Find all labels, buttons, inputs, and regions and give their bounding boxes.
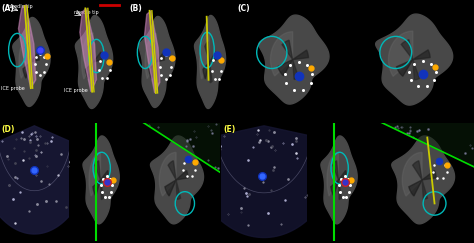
Polygon shape [139,17,175,107]
Polygon shape [151,42,156,62]
Text: needle tip: needle tip [8,4,33,9]
Polygon shape [93,62,97,83]
Polygon shape [75,16,113,108]
Polygon shape [184,126,344,237]
Polygon shape [100,171,109,180]
Polygon shape [200,33,210,79]
Text: needle tip: needle tip [74,9,99,15]
Polygon shape [149,62,156,79]
Polygon shape [409,180,422,196]
Polygon shape [13,17,50,106]
Polygon shape [159,152,176,196]
Polygon shape [210,52,217,62]
Polygon shape [210,62,212,83]
Polygon shape [292,50,309,60]
Polygon shape [82,33,93,79]
Polygon shape [422,180,428,200]
Polygon shape [156,62,159,82]
Polygon shape [80,8,97,92]
Text: (A): (A) [1,4,14,13]
Polygon shape [145,34,156,79]
Polygon shape [392,136,455,224]
Polygon shape [331,180,338,196]
Polygon shape [23,62,31,78]
Polygon shape [168,161,176,180]
Text: (D): (D) [1,125,15,134]
Polygon shape [176,171,188,180]
Polygon shape [141,36,246,182]
Text: (B): (B) [129,4,142,13]
Text: (E): (E) [223,125,235,134]
Polygon shape [18,5,36,88]
Polygon shape [292,60,299,79]
Polygon shape [413,50,430,60]
Polygon shape [321,136,357,224]
Polygon shape [338,180,342,200]
Polygon shape [422,171,436,180]
Polygon shape [95,161,100,180]
Polygon shape [413,161,422,180]
Text: ICE probe: ICE probe [1,86,25,91]
Polygon shape [194,16,226,108]
Polygon shape [25,43,31,62]
Polygon shape [338,171,346,180]
Polygon shape [145,11,160,93]
Polygon shape [379,41,474,176]
Polygon shape [165,180,176,196]
Polygon shape [401,40,413,60]
Polygon shape [31,62,34,82]
Polygon shape [413,60,419,80]
Polygon shape [259,15,329,104]
Polygon shape [327,152,338,196]
Polygon shape [333,161,338,180]
Polygon shape [0,126,96,234]
Polygon shape [282,40,292,60]
Text: ICE probe: ICE probe [64,88,88,93]
Polygon shape [83,136,119,224]
Polygon shape [205,42,210,62]
Polygon shape [402,152,422,196]
Polygon shape [271,32,292,76]
Polygon shape [88,42,93,62]
Polygon shape [278,60,292,76]
Polygon shape [150,136,203,224]
Polygon shape [176,180,181,200]
Polygon shape [389,31,413,76]
Polygon shape [397,60,413,76]
Polygon shape [31,52,39,62]
Polygon shape [100,180,104,200]
Polygon shape [89,152,100,196]
Polygon shape [376,14,453,105]
Polygon shape [203,62,210,79]
Polygon shape [93,180,100,196]
Text: (C): (C) [237,4,250,13]
Polygon shape [85,62,93,79]
Polygon shape [19,34,31,78]
Polygon shape [93,52,102,62]
Polygon shape [156,52,164,62]
